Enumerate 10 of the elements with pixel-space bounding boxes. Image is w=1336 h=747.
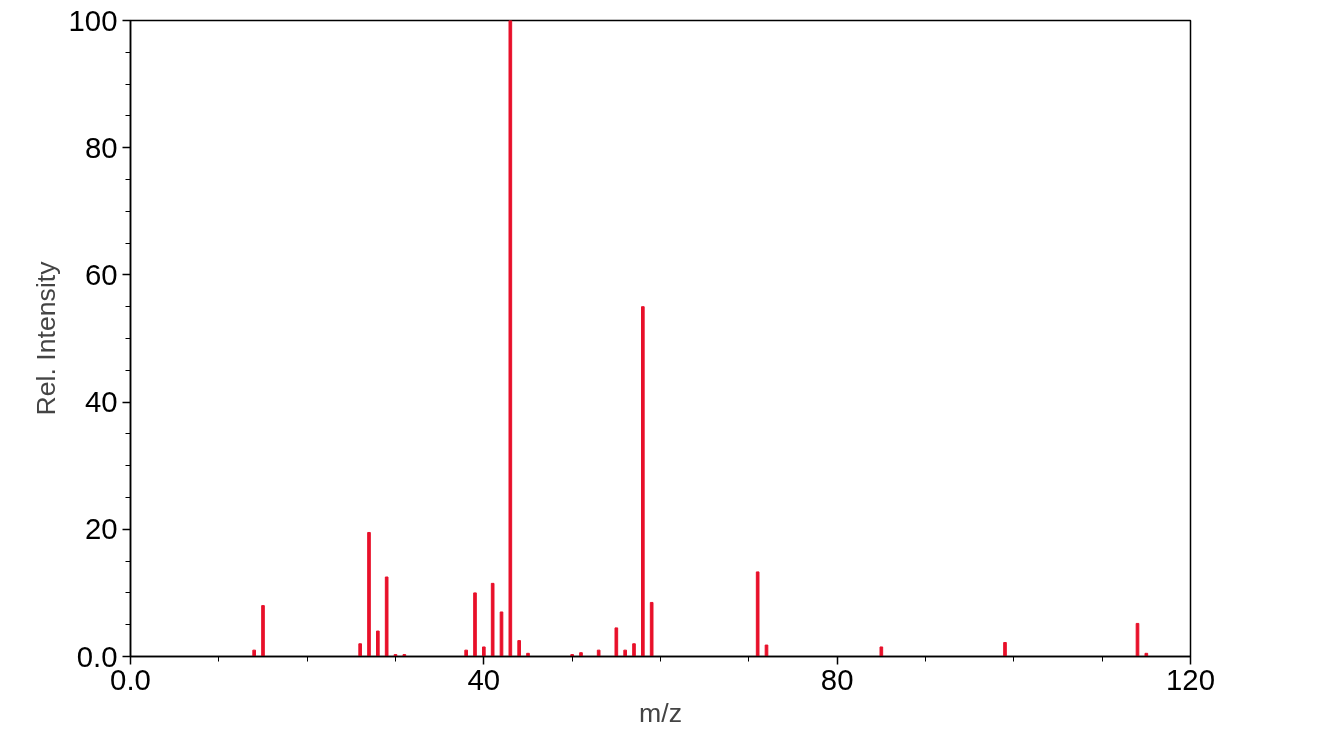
y-tick-label: 80 bbox=[84, 130, 118, 164]
x-tick-label: 80 bbox=[820, 662, 854, 696]
y-tick-label: 100 bbox=[68, 3, 118, 37]
x-tick-label: 120 bbox=[1166, 662, 1215, 696]
y-tick-label: 40 bbox=[84, 385, 118, 419]
x-tick-label: 40 bbox=[467, 662, 501, 696]
x-axis-title: m/z bbox=[639, 697, 682, 728]
y-tick-label: 20 bbox=[84, 512, 118, 546]
y-axis-title: Rel. Intensity bbox=[30, 260, 61, 416]
y-tick-label: 60 bbox=[84, 257, 118, 291]
